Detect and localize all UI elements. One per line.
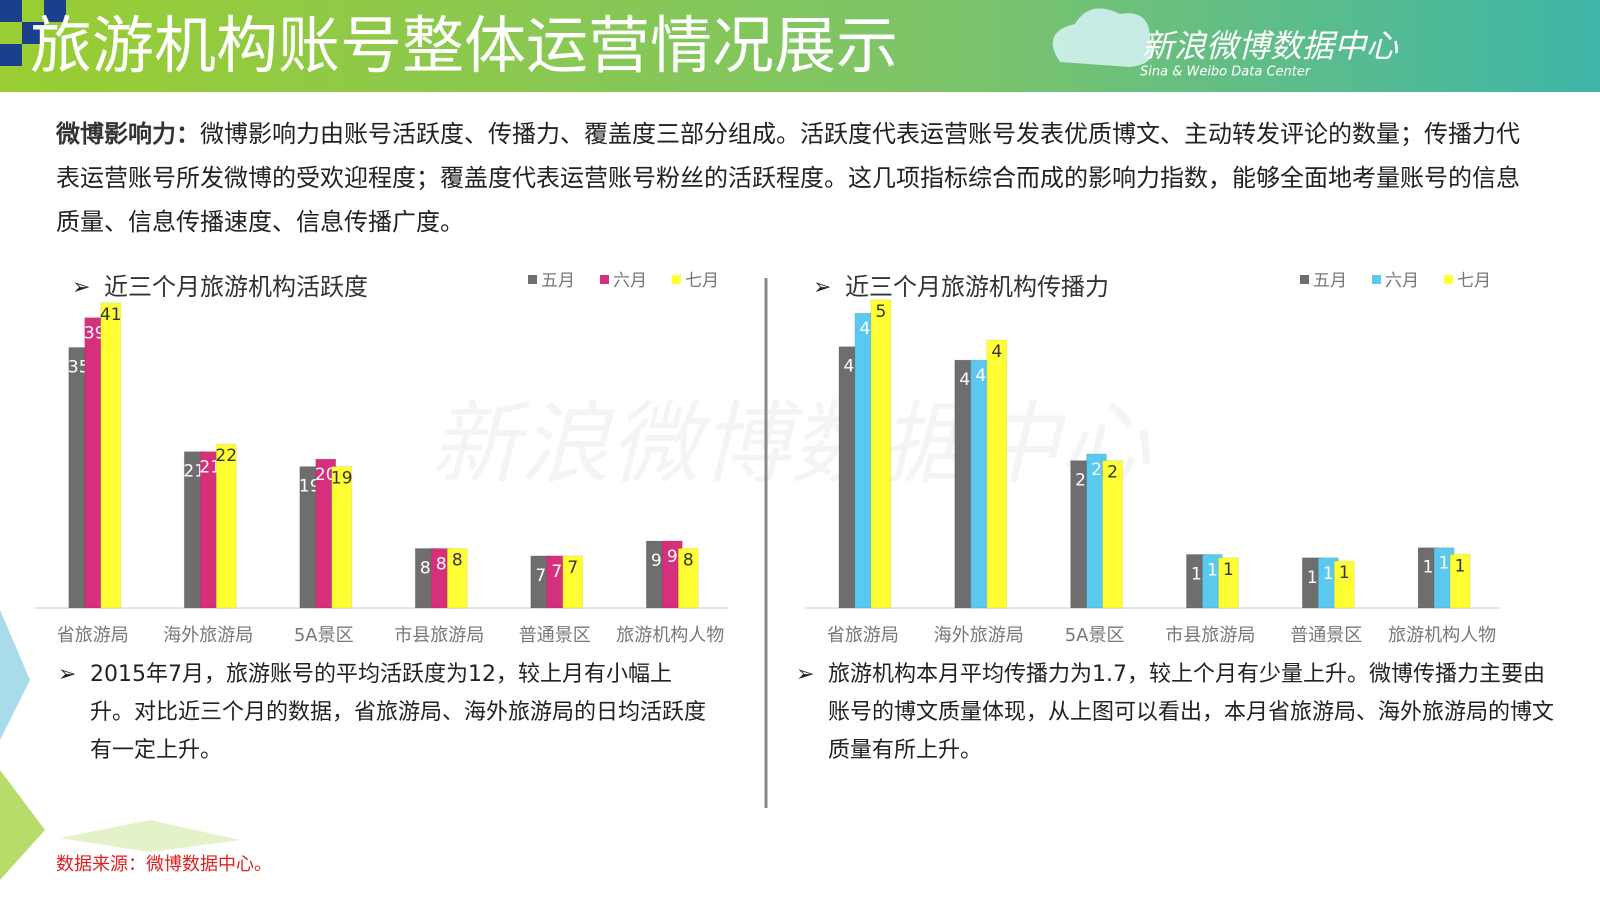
- bar: [1449, 553, 1471, 609]
- legend-swatch: [672, 275, 681, 284]
- bar: [446, 547, 468, 609]
- data-label: 9: [651, 551, 662, 571]
- data-label: 1: [1323, 564, 1334, 584]
- legend-label: 六月: [613, 271, 647, 291]
- x-tick-label: 普通景区: [519, 625, 591, 646]
- data-label: 1: [1439, 554, 1450, 574]
- legend-label: 七月: [685, 271, 719, 291]
- deco: [0, 44, 22, 66]
- data-label: 9: [667, 547, 678, 567]
- legend-label: 五月: [541, 271, 575, 291]
- header-bar: [0, 0, 1600, 92]
- data-label: 4: [844, 357, 855, 377]
- data-label: 7: [535, 566, 546, 586]
- data-label: 8: [683, 550, 694, 570]
- bar: [331, 466, 353, 609]
- note-text: 2015年7月，旅游账号的平均活跃度为12，较上月有小幅上升。对比近三个月的数据…: [90, 662, 707, 763]
- legend-swatch: [528, 275, 537, 284]
- logo: 新浪微博数据中心: [1142, 27, 1399, 65]
- data-label: 19: [299, 477, 321, 497]
- data-label: 35: [68, 357, 90, 377]
- bar: [870, 299, 892, 609]
- legend-label: 七月: [1457, 271, 1491, 291]
- data-label: 39: [84, 324, 106, 344]
- legend-swatch: [1372, 275, 1381, 284]
- bar: [562, 555, 584, 609]
- chart-title: 近三个月旅游机构活跃度: [104, 273, 368, 301]
- data-label: 21: [199, 458, 221, 478]
- intro-text: 微博影响力由账号活跃度、传播力、覆盖度三部分组成。活跃度代表运营账号发表优质博文…: [56, 120, 1520, 236]
- x-tick-label: 省旅游局: [827, 625, 899, 646]
- data-label: 2: [1107, 463, 1118, 483]
- intro: 微博影响力：微博影响力由账号活跃度、传播力、覆盖度三部分组成。活跃度代表运营账号…: [56, 112, 1526, 244]
- deco: [44, 0, 66, 22]
- deco: [0, 0, 22, 22]
- x-tick-label: 5A景区: [1065, 625, 1125, 646]
- data-label: 8: [436, 554, 447, 574]
- legend-swatch: [1444, 275, 1453, 284]
- bar: [215, 443, 237, 609]
- x-tick-label: 旅游机构人物: [616, 625, 724, 646]
- legend-label: 五月: [1313, 271, 1347, 291]
- data-label: 19: [331, 469, 353, 489]
- deco: [60, 820, 240, 852]
- legend-swatch: [1300, 275, 1309, 284]
- bar: [100, 302, 122, 609]
- logo-icon: [1052, 8, 1153, 67]
- data-label: 1: [1207, 560, 1218, 580]
- x-tick-label: 普通景区: [1290, 625, 1362, 646]
- deco: [0, 770, 45, 880]
- bar: [677, 547, 699, 609]
- chart-bullet: ➢: [813, 275, 831, 300]
- data-label: 7: [551, 562, 562, 582]
- page-title: 旅游机构账号整体运营情况展示: [30, 9, 898, 82]
- x-tick-label: 海外旅游局: [934, 625, 1024, 646]
- x-tick-label: 旅游机构人物: [1388, 625, 1496, 646]
- deco: [0, 610, 30, 740]
- x-tick-label: 省旅游局: [57, 625, 129, 646]
- data-label: 4: [991, 342, 1002, 362]
- data-label: 1: [1191, 564, 1202, 584]
- bar: [1217, 557, 1239, 609]
- watermark: 新浪微博数据中心: [430, 392, 1151, 497]
- logo-sub: Sina & Weibo Data Center: [1140, 65, 1312, 80]
- data-label: 8: [452, 550, 463, 570]
- legend-label: 六月: [1385, 271, 1419, 291]
- deco: [22, 22, 44, 44]
- note: ➢ 旅游机构本月平均传播力为1.7，较上个月有少量上升。微博传播力主要由账号的博文…: [796, 662, 1555, 763]
- data-label: 2: [1091, 460, 1102, 480]
- bar: [1102, 460, 1124, 609]
- data-label: 21: [183, 462, 205, 482]
- intro-lead: 微博影响力：: [56, 120, 200, 148]
- data-label: 4: [975, 366, 986, 386]
- bar: [1333, 560, 1355, 609]
- note-text: 旅游机构本月平均传播力为1.7，较上个月有少量上升。微博传播力主要由账号的博文质…: [828, 662, 1555, 763]
- bar: [986, 339, 1008, 609]
- x-tick-label: 市县旅游局: [394, 625, 484, 646]
- data-label: 1: [1223, 560, 1234, 580]
- data-label: 2: [1075, 471, 1086, 491]
- x-tick-label: 市县旅游局: [1165, 625, 1255, 646]
- data-label: 5: [876, 302, 887, 322]
- data-label: 1: [1423, 558, 1434, 578]
- data-label: 4: [860, 319, 871, 339]
- source: 数据来源：微博数据中心。: [56, 854, 272, 875]
- x-tick-label: 海外旅游局: [163, 625, 253, 646]
- legend-swatch: [600, 275, 609, 284]
- chart-bullet: ➢: [72, 275, 90, 300]
- data-label: 7: [567, 558, 578, 578]
- note: ➢ 2015年7月，旅游账号的平均活跃度为12，较上月有小幅上升。对比近三个月的数…: [58, 662, 707, 763]
- chart-title: 近三个月旅游机构传播力: [845, 273, 1109, 301]
- data-label: 20: [315, 465, 337, 485]
- data-label: 1: [1455, 556, 1466, 576]
- x-tick-label: 5A景区: [294, 625, 354, 646]
- data-label: 8: [420, 558, 431, 578]
- data-label: 41: [100, 305, 122, 325]
- data-label: 1: [1307, 568, 1318, 588]
- data-label: 22: [215, 446, 237, 466]
- data-label: 4: [959, 370, 970, 390]
- data-label: 1: [1339, 563, 1350, 583]
